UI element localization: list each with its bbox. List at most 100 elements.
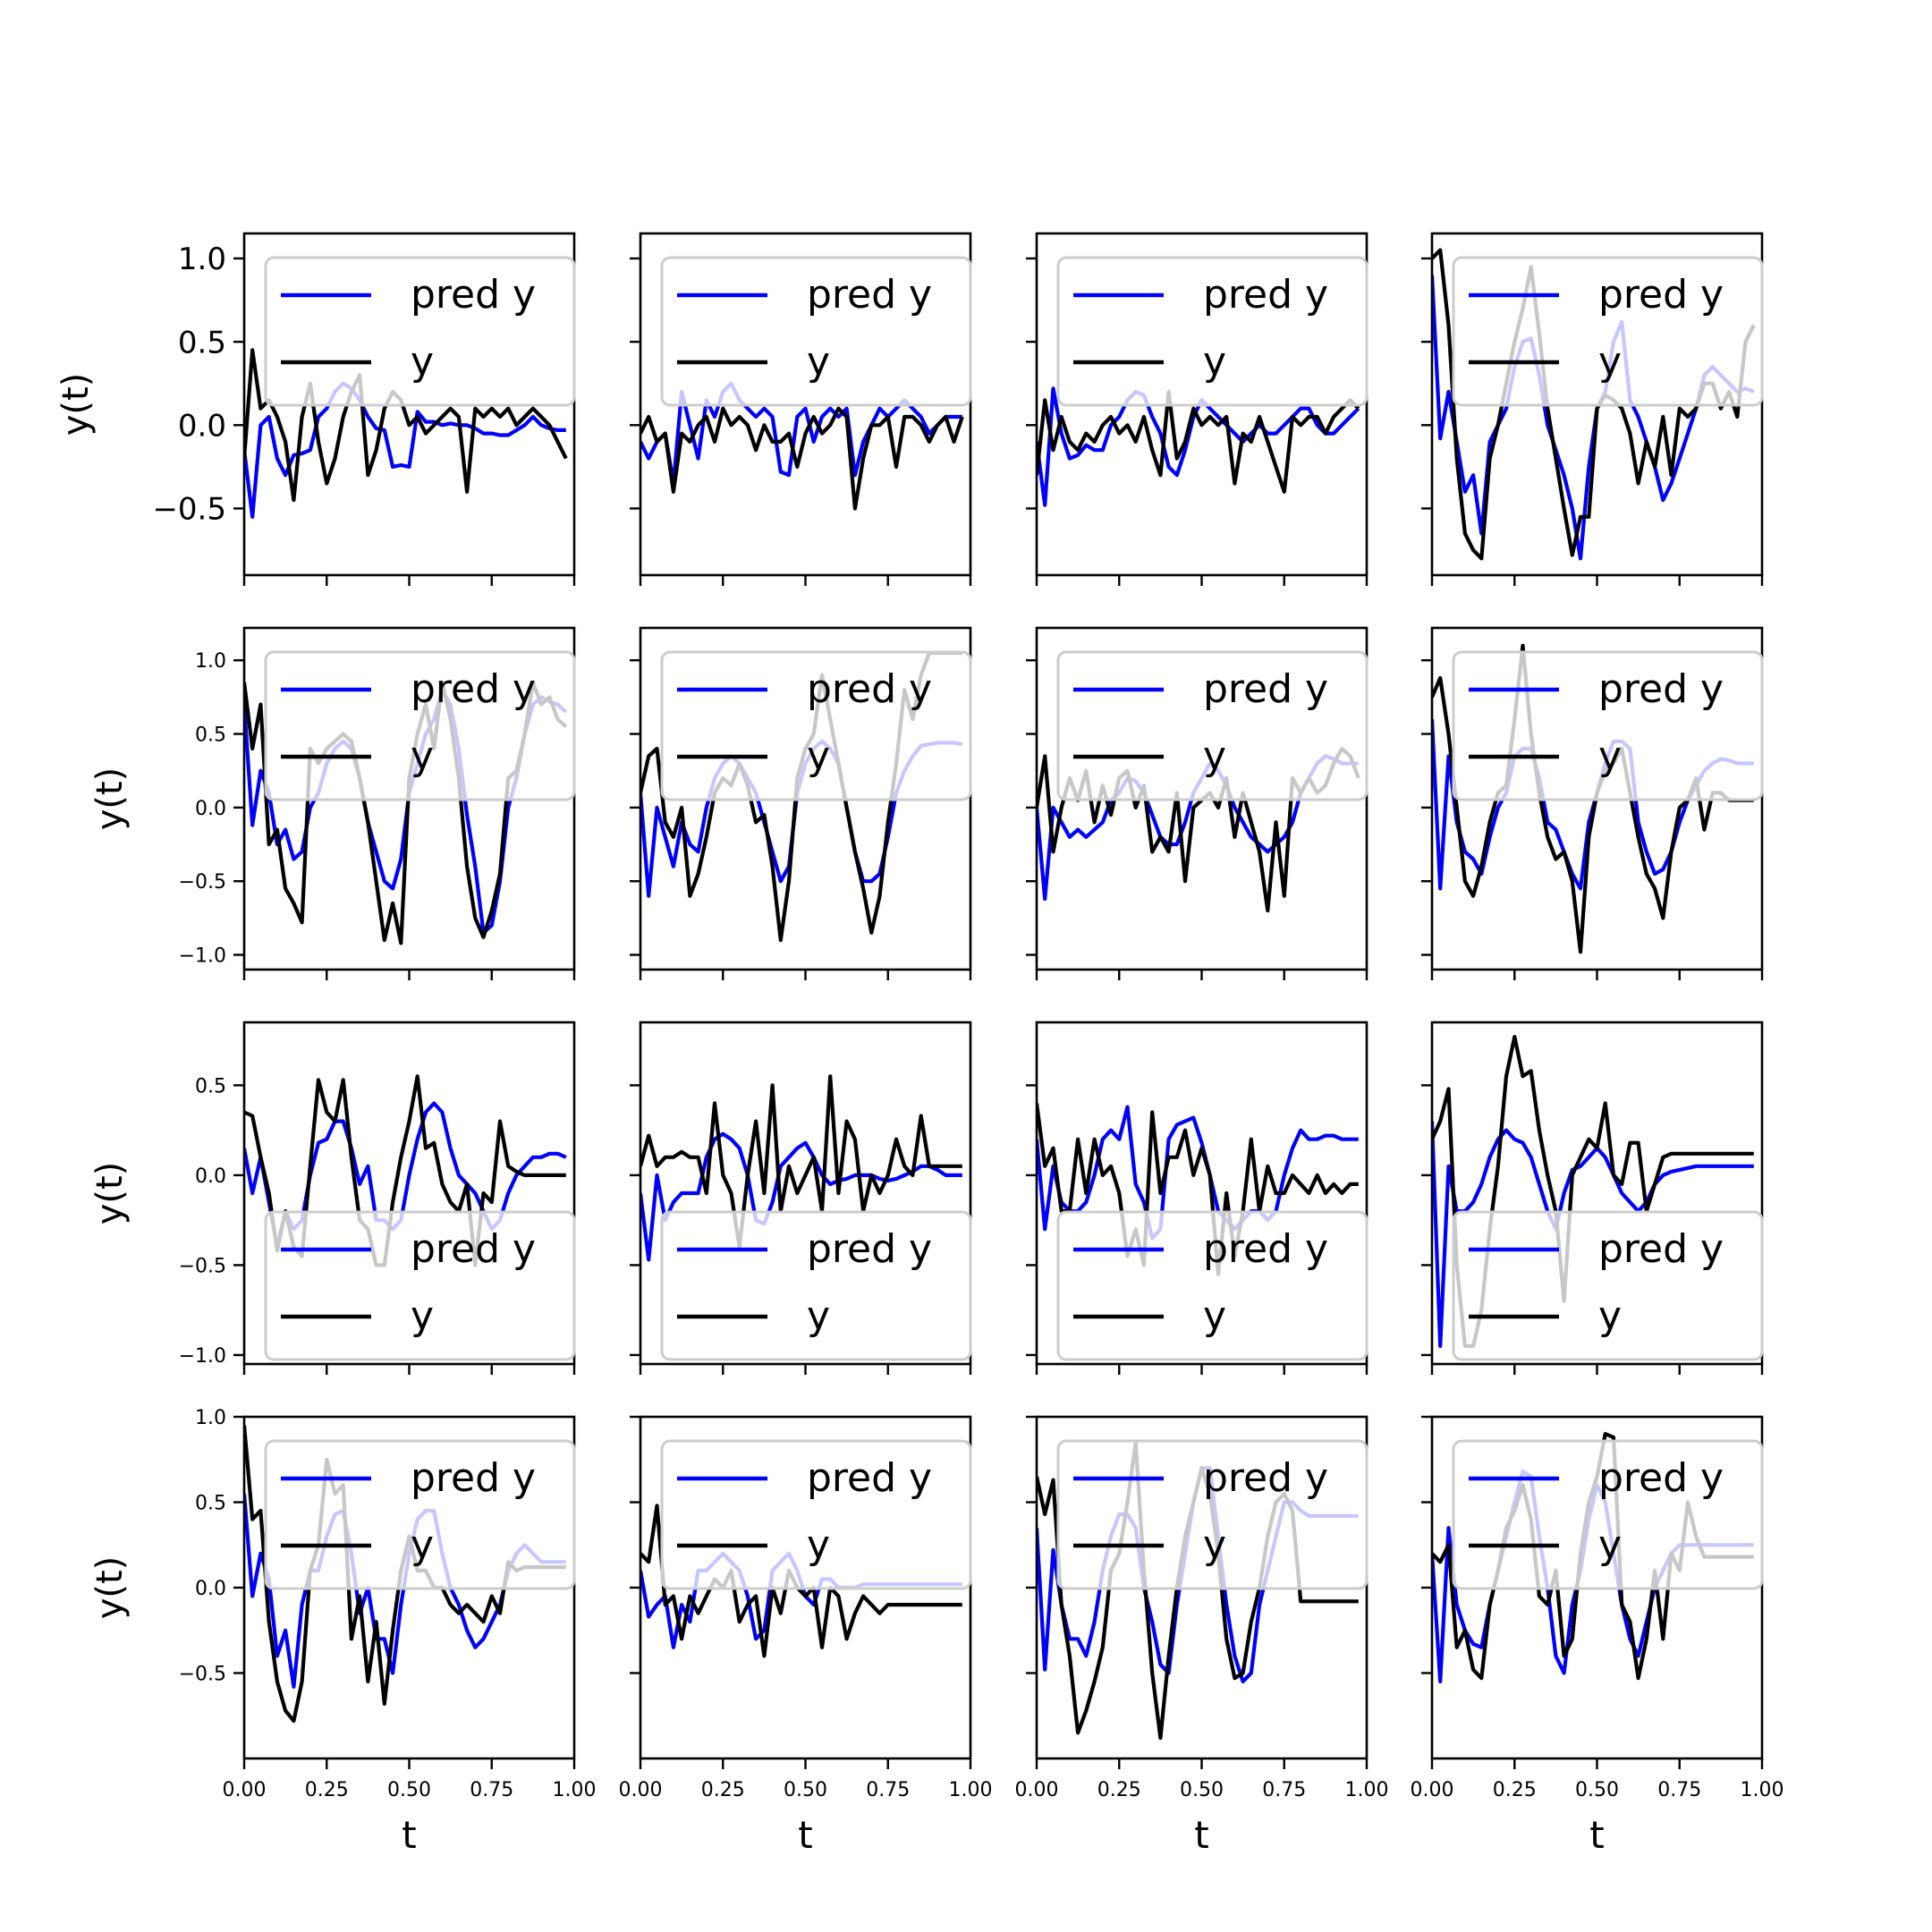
legend-label-y: y xyxy=(1598,733,1622,779)
series-line-y xyxy=(640,406,964,511)
subplot-4-4: 0.00 0.25 0.50 0.75 1.00 t pred y y xyxy=(1411,1415,1784,1857)
series-line-pred-y xyxy=(1037,1105,1359,1241)
x-tick-label: 0.50 xyxy=(387,1779,431,1801)
legend: pred y y xyxy=(1452,256,1764,407)
subplot-3-1: −1.0 −0.5 0.0 0.5 y(t) pred y y xyxy=(89,1021,576,1375)
y-tick-label: 0.5 xyxy=(195,1075,226,1097)
x-tick-label: 0.50 xyxy=(784,1779,827,1801)
x-tick-label: 0.25 xyxy=(701,1779,745,1801)
subplot-1-3: pred y y xyxy=(1026,232,1368,586)
x-tick-label: 0.00 xyxy=(619,1779,663,1801)
subplot-grid: −0.5 0.0 0.5 1.0 y(t) pred y y pred y y pred y y pr… xyxy=(55,232,1784,1857)
x-tick-label: 0.75 xyxy=(866,1779,910,1801)
series-line-y xyxy=(640,1074,962,1250)
series-line-y xyxy=(1037,1103,1359,1276)
x-tick-label: 0.00 xyxy=(223,1779,267,1801)
legend-label-y: y xyxy=(1598,1293,1622,1339)
x-tick-label: 0.25 xyxy=(305,1779,349,1801)
series-line-y xyxy=(640,1504,962,1658)
legend: pred y y xyxy=(660,1210,972,1361)
legend-label-pred-y: pred y xyxy=(411,272,536,318)
subplot-1-4: pred y y xyxy=(1421,232,1764,586)
y-tick-label: 1.0 xyxy=(195,650,226,673)
y-tick-label: 1.0 xyxy=(178,242,226,277)
legend: pred y y xyxy=(264,1439,576,1590)
legend: pred y y xyxy=(264,1210,576,1361)
y-tick-label: −0.5 xyxy=(179,871,226,894)
legend: pred y y xyxy=(1452,650,1764,801)
legend-label-y: y xyxy=(1203,733,1226,779)
series-line-y xyxy=(1432,643,1754,954)
y-tick-label: −0.5 xyxy=(152,492,226,528)
legend-label-y: y xyxy=(411,1522,434,1568)
series-line-y xyxy=(244,348,568,503)
x-tick-label: 0.25 xyxy=(1493,1779,1537,1801)
y-tick-label: −0.5 xyxy=(179,1663,226,1685)
subplot-2-4: pred y y xyxy=(1421,626,1764,980)
legend: pred y y xyxy=(1056,650,1368,801)
y-tick-label: 0.0 xyxy=(195,1578,226,1600)
subplot-4-3: 0.00 0.25 0.50 0.75 1.00 t pred y y xyxy=(1015,1415,1389,1857)
subplot-4-1: −0.5 0.0 0.5 1.0 0.00 0.25 0.50 0.75 1.00 y(t) t pr… xyxy=(89,1407,596,1857)
legend-label-y: y xyxy=(1203,1293,1226,1339)
legend-label-y: y xyxy=(1203,1522,1226,1568)
series-line-pred-y xyxy=(1037,386,1360,507)
subplot-1-2: pred y y xyxy=(630,232,972,586)
legend-label-y: y xyxy=(411,733,434,779)
legend-label-pred-y: pred y xyxy=(411,666,536,712)
legend-label-y: y xyxy=(1203,339,1226,385)
x-axis-label: t xyxy=(402,1813,416,1857)
legend: pred y y xyxy=(1056,1439,1368,1590)
legend-label-y: y xyxy=(807,339,830,385)
legend-label-pred-y: pred y xyxy=(411,1455,536,1501)
legend-label-pred-y: pred y xyxy=(1598,1455,1724,1501)
x-tick-label: 0.00 xyxy=(1015,1779,1059,1801)
x-tick-label: 0.00 xyxy=(1411,1779,1454,1801)
x-tick-label: 1.00 xyxy=(1741,1779,1784,1801)
legend-label-pred-y: pred y xyxy=(1203,1226,1328,1272)
y-axis-label: y(t) xyxy=(89,1556,131,1620)
legend-label-y: y xyxy=(1598,1522,1622,1568)
subplot-3-4: pred y y xyxy=(1421,1021,1764,1375)
y-tick-label: 0.5 xyxy=(195,724,226,746)
legend-label-y: y xyxy=(807,1293,830,1339)
legend-label-pred-y: pred y xyxy=(807,666,932,712)
legend: pred y y xyxy=(660,650,972,801)
y-tick-label: −1.0 xyxy=(179,945,226,967)
x-tick-label: 1.00 xyxy=(1345,1779,1389,1801)
legend-label-pred-y: pred y xyxy=(1598,272,1724,318)
legend-label-y: y xyxy=(1598,339,1622,385)
subplot-3-3: pred y y xyxy=(1026,1021,1368,1375)
legend-label-pred-y: pred y xyxy=(411,1226,536,1272)
legend-label-pred-y: pred y xyxy=(807,1226,932,1272)
legend: pred y y xyxy=(1056,1210,1368,1361)
y-tick-label: 0.5 xyxy=(195,1492,226,1514)
y-axis-label: y(t) xyxy=(89,1162,131,1225)
x-tick-label: 0.75 xyxy=(1262,1779,1306,1801)
y-tick-label: −0.5 xyxy=(179,1255,226,1277)
x-tick-label: 1.00 xyxy=(553,1779,597,1801)
legend: pred y y xyxy=(1452,1210,1764,1361)
y-tick-label: 1.0 xyxy=(195,1407,226,1429)
legend: pred y y xyxy=(1056,256,1368,407)
subplot-2-1: −1.0 −0.5 0.0 0.5 1.0 y(t) pred y y xyxy=(89,626,576,980)
legend-label-pred-y: pred y xyxy=(807,1455,932,1501)
subplot-2-3: pred y y xyxy=(1026,626,1368,980)
legend: pred y y xyxy=(264,650,576,801)
subplot-4-2: 0.00 0.25 0.50 0.75 1.00 t pred y y xyxy=(619,1415,993,1857)
y-tick-label: 0.0 xyxy=(195,1165,226,1188)
legend-label-y: y xyxy=(411,1293,434,1339)
legend-label-y: y xyxy=(807,1522,830,1568)
x-tick-label: 0.50 xyxy=(1180,1779,1224,1801)
x-tick-label: 1.00 xyxy=(949,1779,993,1801)
legend-label-y: y xyxy=(411,339,434,385)
subplot-1-1: −0.5 0.0 0.5 1.0 y(t) pred y y xyxy=(55,232,576,586)
legend-label-pred-y: pred y xyxy=(1598,666,1724,712)
series-line-pred-y xyxy=(1432,1121,1754,1349)
y-tick-label: 0.5 xyxy=(178,325,226,360)
series-line-y xyxy=(1037,389,1360,494)
x-tick-label: 0.25 xyxy=(1097,1779,1141,1801)
subplot-2-2: pred y y xyxy=(630,626,972,980)
y-tick-label: 0.0 xyxy=(195,798,226,820)
